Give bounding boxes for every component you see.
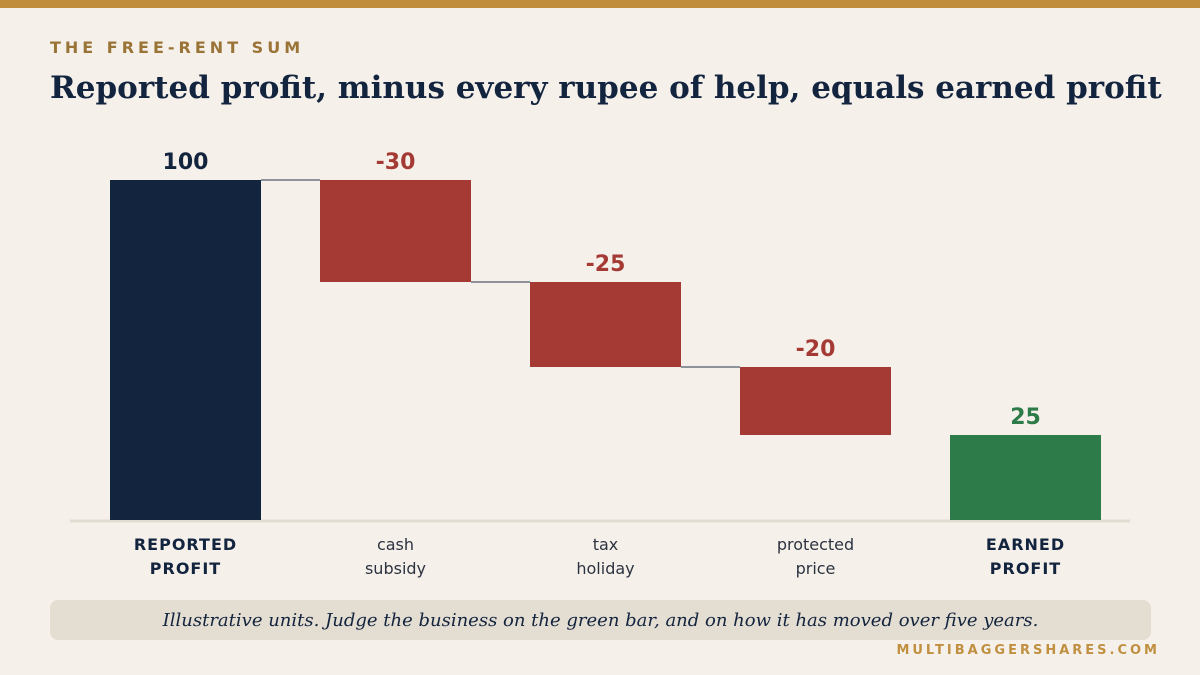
top-accent-bar (0, 0, 1200, 8)
category-label-1-0: cash (377, 535, 414, 554)
bar-1 (320, 180, 471, 282)
category-label-0-0: REPORTED (134, 535, 237, 554)
category-label-3-0: protected (777, 535, 854, 554)
bar-0 (110, 180, 261, 520)
category-label-1-1: subsidy (365, 559, 426, 578)
category-label-2-1: holiday (576, 559, 634, 578)
category-label-4-0: EARNED (986, 535, 1065, 554)
category-label-4-1: PROFIT (990, 559, 1061, 578)
value-label-2: -25 (586, 252, 626, 277)
category-label-3-1: price (796, 559, 836, 578)
bar-3 (740, 367, 891, 435)
footnote: Illustrative units. Judge the business o… (162, 609, 1039, 631)
value-label-1: -30 (376, 150, 416, 175)
source-label: MULTIBAGGERSHARES.COM (896, 643, 1160, 658)
bar-2 (530, 282, 681, 367)
page-title: Reported profit, minus every rupee of he… (50, 70, 1162, 106)
bar-4 (950, 435, 1101, 520)
kicker: THE FREE-RENT SUM (50, 38, 305, 57)
value-label-0: 100 (163, 150, 209, 175)
footnote-box: Illustrative units. Judge the business o… (50, 600, 1151, 640)
waterfall-chart: 100 REPORTED PROFIT -30 cash subsidy -25 tax hol… (70, 150, 1130, 578)
category-label-2-0: tax (593, 535, 619, 554)
category-label-0-1: PROFIT (150, 559, 221, 578)
value-label-3: -20 (796, 337, 836, 362)
value-label-4: 25 (1010, 405, 1041, 430)
